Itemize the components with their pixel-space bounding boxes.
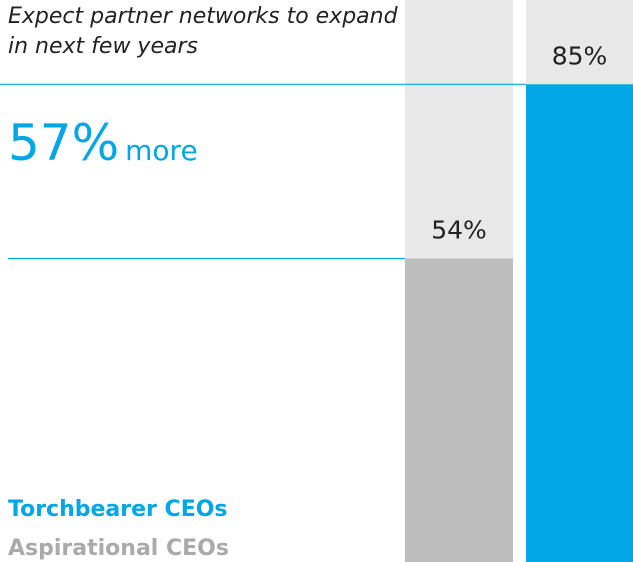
bar: [526, 84, 633, 562]
value-label: 54%: [431, 216, 487, 245]
legend-label: Torchbearer CEOs: [8, 497, 228, 522]
legend-label: Aspirational CEOs: [8, 536, 229, 561]
bar: [405, 258, 513, 562]
annotation-small: more: [125, 134, 198, 167]
chart-title: Expect partner networks to expand in nex…: [8, 4, 398, 59]
value-label: 85%: [552, 41, 608, 70]
annotation-big: 57%: [8, 114, 119, 172]
annotation: 57% more: [8, 114, 198, 172]
